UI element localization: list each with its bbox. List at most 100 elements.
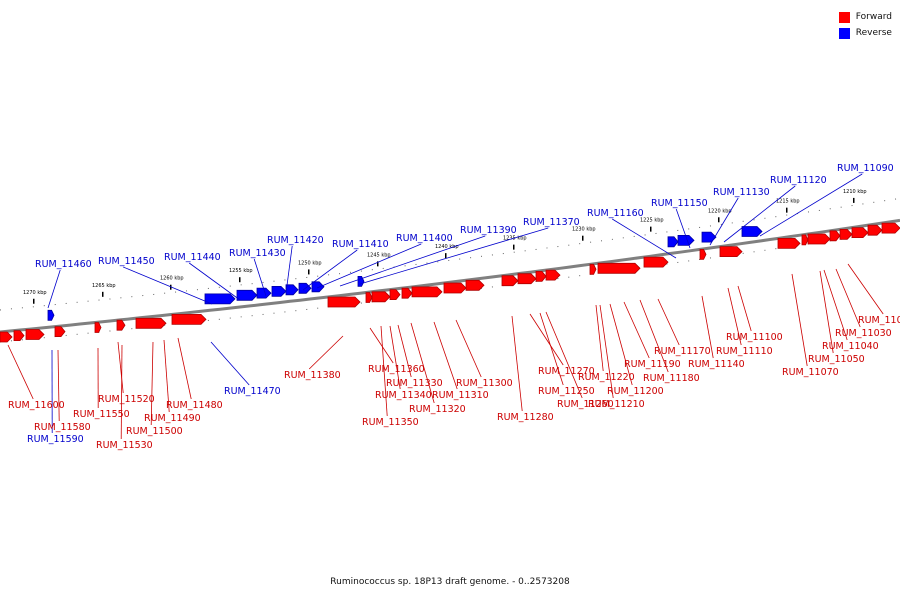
gene-label[interactable]: RUM_11380	[284, 370, 341, 381]
reverse-gene[interactable]	[742, 227, 762, 237]
forward-gene[interactable]	[644, 257, 668, 267]
reverse-gene[interactable]	[205, 294, 235, 304]
forward-gene[interactable]	[590, 264, 596, 274]
forward-gene[interactable]	[830, 231, 840, 241]
gene-label[interactable]: RUM_11370	[523, 217, 580, 228]
gene-label[interactable]: RUM_11430	[229, 248, 286, 259]
gene-label[interactable]: RUM_11030	[835, 328, 892, 339]
forward-gene[interactable]	[868, 225, 882, 235]
gene-label[interactable]: RUM_11450	[98, 256, 155, 267]
kbp-tick-mark	[786, 208, 788, 213]
gene-label[interactable]: RUM_11460	[35, 259, 92, 270]
forward-gene[interactable]	[172, 314, 206, 324]
forward-gene[interactable]	[778, 238, 800, 248]
gene-label[interactable]: RUM_11180	[643, 373, 700, 384]
gene-label[interactable]: RUM_11470	[224, 386, 281, 397]
gene-label[interactable]: RUM_11590	[27, 434, 84, 445]
reverse-gene[interactable]	[312, 282, 324, 292]
gene-label[interactable]: RUM_11280	[497, 412, 554, 423]
forward-gene[interactable]	[598, 263, 640, 273]
reverse-gene[interactable]	[668, 237, 678, 247]
label-leader-line	[738, 286, 751, 331]
gene-label[interactable]: RUM_11150	[651, 198, 708, 209]
gene-label[interactable]: RUM_11170	[654, 346, 711, 357]
forward-gene[interactable]	[55, 327, 65, 337]
gene-label[interactable]: RUM_11440	[164, 252, 221, 263]
gene-label[interactable]: RUM_11500	[126, 426, 183, 437]
gene-label[interactable]: RUM_11220	[578, 372, 635, 383]
gene-label[interactable]: RUM_11070	[782, 367, 839, 378]
gene-label[interactable]: RUM_11350	[362, 417, 419, 428]
gene-label[interactable]: RUM_11130	[713, 187, 770, 198]
gene-label[interactable]: RUM_11550	[73, 409, 130, 420]
gene-label[interactable]: RUM_11330	[386, 378, 443, 389]
kbp-tick-label: 1210 kbp	[843, 189, 867, 195]
forward-gene[interactable]	[882, 223, 900, 233]
kbp-tick-mark	[718, 217, 720, 222]
forward-gene[interactable]	[444, 283, 466, 293]
forward-gene[interactable]	[26, 330, 44, 340]
gene-label[interactable]: RUM_11320	[409, 404, 466, 415]
forward-gene[interactable]	[366, 293, 372, 303]
gene-label[interactable]: RUM_11420	[267, 235, 324, 246]
reverse-gene[interactable]	[702, 232, 716, 242]
gene-label[interactable]: RUM_11190	[624, 359, 681, 370]
forward-gene[interactable]	[117, 320, 125, 330]
reverse-gene[interactable]	[286, 285, 298, 295]
gene-label[interactable]: RUM_11360	[368, 364, 425, 375]
gene-label[interactable]: RUM_11520	[98, 394, 155, 405]
label-leader-line	[612, 219, 676, 258]
forward-gene[interactable]	[840, 229, 852, 239]
gene-label[interactable]: RUM_11300	[456, 378, 513, 389]
forward-gene[interactable]	[402, 288, 412, 298]
gene-label[interactable]: RUM_11140	[688, 359, 745, 370]
gene-label[interactable]: RUM_11090	[837, 163, 894, 174]
gene-label[interactable]: RUM_11340	[375, 390, 432, 401]
gene-label[interactable]: RUM_11490	[144, 413, 201, 424]
gene-label[interactable]: RUM_11410	[332, 239, 389, 250]
gene-label[interactable]: RUM_11600	[8, 400, 65, 411]
gene-label[interactable]: RUM_11480	[166, 400, 223, 411]
gene-label[interactable]: RUM_11580	[34, 422, 91, 433]
gene-label[interactable]: RUM_11210	[588, 399, 645, 410]
forward-gene[interactable]	[502, 276, 518, 286]
gene-label[interactable]: RUM_11310	[432, 390, 489, 401]
gene-label[interactable]: RUM_11160	[587, 208, 644, 219]
kbp-tick-label: 1260 kbp	[160, 276, 184, 282]
forward-gene[interactable]	[95, 323, 101, 333]
gene-label[interactable]: RUM_11250	[538, 386, 595, 397]
label-leader-line	[596, 305, 603, 371]
forward-gene[interactable]	[802, 235, 808, 245]
label-leader-line	[710, 198, 738, 245]
forward-gene[interactable]	[412, 287, 442, 297]
gene-label[interactable]: RUM_11100	[726, 332, 783, 343]
forward-gene[interactable]	[852, 228, 868, 238]
forward-gene[interactable]	[720, 247, 742, 257]
label-leader-line	[658, 299, 679, 345]
gene-label[interactable]: RUM_11530	[96, 440, 153, 451]
kbp-tick-mark	[582, 236, 584, 241]
forward-gene[interactable]	[372, 292, 390, 302]
kbp-tick-label: 1220 kbp	[708, 208, 732, 214]
forward-gene[interactable]	[536, 271, 546, 281]
forward-gene[interactable]	[136, 318, 166, 328]
gene-label[interactable]: RUM_11020	[858, 315, 900, 326]
gene-label[interactable]: RUM_11400	[396, 233, 453, 244]
reverse-gene[interactable]	[48, 310, 54, 320]
reverse-gene[interactable]	[237, 290, 257, 300]
gene-label[interactable]: RUM_11120	[770, 175, 827, 186]
forward-gene[interactable]	[14, 331, 24, 341]
forward-gene[interactable]	[390, 290, 400, 300]
kbp-tick-mark	[239, 277, 241, 282]
gene-label[interactable]: RUM_11050	[808, 354, 865, 365]
gene-label[interactable]: RUM_11200	[607, 386, 664, 397]
gene-label[interactable]: RUM_11040	[822, 341, 879, 352]
gene-label[interactable]: RUM_11110	[716, 346, 773, 357]
forward-gene[interactable]	[808, 234, 830, 244]
forward-gene[interactable]	[518, 274, 536, 284]
gene-label[interactable]: RUM_11390	[460, 225, 517, 236]
forward-gene[interactable]	[0, 332, 12, 342]
forward-gene[interactable]	[700, 249, 706, 259]
reverse-gene[interactable]	[272, 286, 286, 296]
forward-gene[interactable]	[328, 297, 360, 307]
